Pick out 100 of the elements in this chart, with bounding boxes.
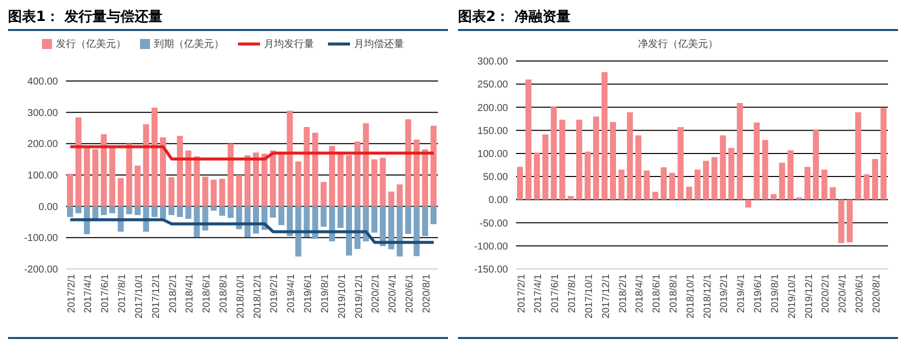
bar (194, 156, 200, 206)
x-tick-label: 2019/12/1 (804, 274, 815, 318)
x-tick-label: 2017/12/1 (150, 274, 162, 318)
bar (517, 166, 523, 200)
bar (346, 155, 352, 206)
bar (320, 182, 327, 206)
bar (396, 206, 403, 256)
y-tick-label: 200.00 (477, 102, 508, 114)
bar (711, 157, 718, 200)
x-tick-label: 2019/10/1 (336, 274, 348, 318)
y-tick-label: -100.00 (24, 233, 58, 244)
x-tick-label: 2019/4/1 (736, 274, 748, 313)
y-tick-label: 0.00 (488, 195, 508, 206)
bar (626, 112, 633, 200)
bar (405, 206, 412, 234)
bar (134, 206, 141, 216)
bar (176, 206, 183, 217)
bar (338, 152, 344, 206)
y-tick-label: 300.00 (27, 108, 58, 119)
x-tick-label: 2019/2/1 (269, 274, 280, 313)
legend-label: 月均发行量 (263, 38, 314, 51)
bar (388, 192, 394, 206)
bar (210, 206, 217, 211)
x-tick-label: 2020/2/1 (370, 274, 382, 313)
bar (652, 192, 658, 200)
x-tick-label: 2017/4/1 (83, 274, 94, 313)
y-tick-label: -100.00 (474, 241, 508, 252)
bar (295, 162, 302, 206)
bar (779, 162, 786, 200)
bar (380, 206, 386, 246)
bar (812, 129, 819, 200)
bar (202, 176, 208, 206)
chart-subtitle: 净发行（亿美元） (637, 38, 719, 52)
y-tick-label: 50.00 (482, 172, 508, 184)
bar (228, 206, 234, 218)
bar (855, 112, 862, 200)
bar (559, 120, 566, 200)
bar (152, 108, 158, 206)
bar (678, 127, 684, 200)
x-tick-label: 2019/10/1 (786, 274, 798, 318)
x-tick-label: 2020/8/1 (421, 274, 432, 313)
x-tick-label: 2017/8/1 (117, 274, 128, 313)
bar (75, 206, 82, 214)
x-tick-label: 2017/8/1 (567, 274, 578, 313)
bar (338, 206, 344, 228)
bar (312, 132, 318, 206)
bar (278, 153, 284, 206)
x-tick-label: 2019/2/1 (719, 274, 730, 313)
bar (669, 172, 676, 200)
bar (126, 206, 132, 214)
y-tick-label: 250.00 (477, 80, 508, 91)
bar (109, 206, 116, 214)
x-tick-label: 2018/6/1 (202, 274, 213, 313)
bar (864, 174, 870, 200)
bar (286, 110, 293, 206)
y-tick-label: -150.00 (474, 264, 508, 276)
bar (75, 117, 82, 206)
y-tick-label: -200.00 (24, 264, 58, 276)
bar (525, 79, 532, 200)
bar (830, 187, 836, 200)
bar (430, 206, 437, 224)
bar (320, 206, 327, 227)
y-tick-label: 200.00 (27, 139, 58, 150)
bar (346, 206, 352, 256)
x-tick-label: 2019/6/1 (753, 274, 764, 313)
bar (219, 178, 226, 206)
bar (371, 206, 378, 233)
bar (244, 155, 251, 206)
bar (261, 154, 268, 206)
x-tick-label: 2019/6/1 (303, 274, 314, 313)
bar (210, 180, 217, 206)
bar (67, 206, 73, 217)
bar (84, 146, 90, 206)
bar (720, 135, 726, 200)
legend-label: 发行（亿美元） (55, 38, 126, 51)
bar (134, 166, 141, 206)
bar (228, 144, 234, 206)
x-tick-label: 2019/12/1 (354, 274, 365, 318)
bar (770, 194, 777, 200)
bar (354, 206, 360, 249)
bar (270, 150, 276, 206)
x-tick-label: 2020/8/1 (871, 274, 882, 313)
y-tick-label: 100.00 (27, 170, 58, 182)
bar (618, 170, 624, 200)
bar (354, 141, 360, 206)
bar (236, 175, 242, 206)
x-tick-label: 2017/12/1 (600, 274, 612, 318)
bar (160, 206, 166, 219)
bar (380, 158, 386, 206)
bar (329, 146, 336, 206)
bar (534, 152, 540, 200)
y-tick-label: 100.00 (477, 148, 508, 160)
bar (660, 167, 667, 200)
bar (92, 149, 98, 206)
legend-label: 月均偿还量 (353, 38, 404, 51)
x-tick-label: 2020/6/1 (404, 274, 416, 313)
bar (610, 122, 616, 200)
bar (422, 149, 428, 206)
bar (694, 170, 701, 200)
bar (872, 158, 878, 200)
